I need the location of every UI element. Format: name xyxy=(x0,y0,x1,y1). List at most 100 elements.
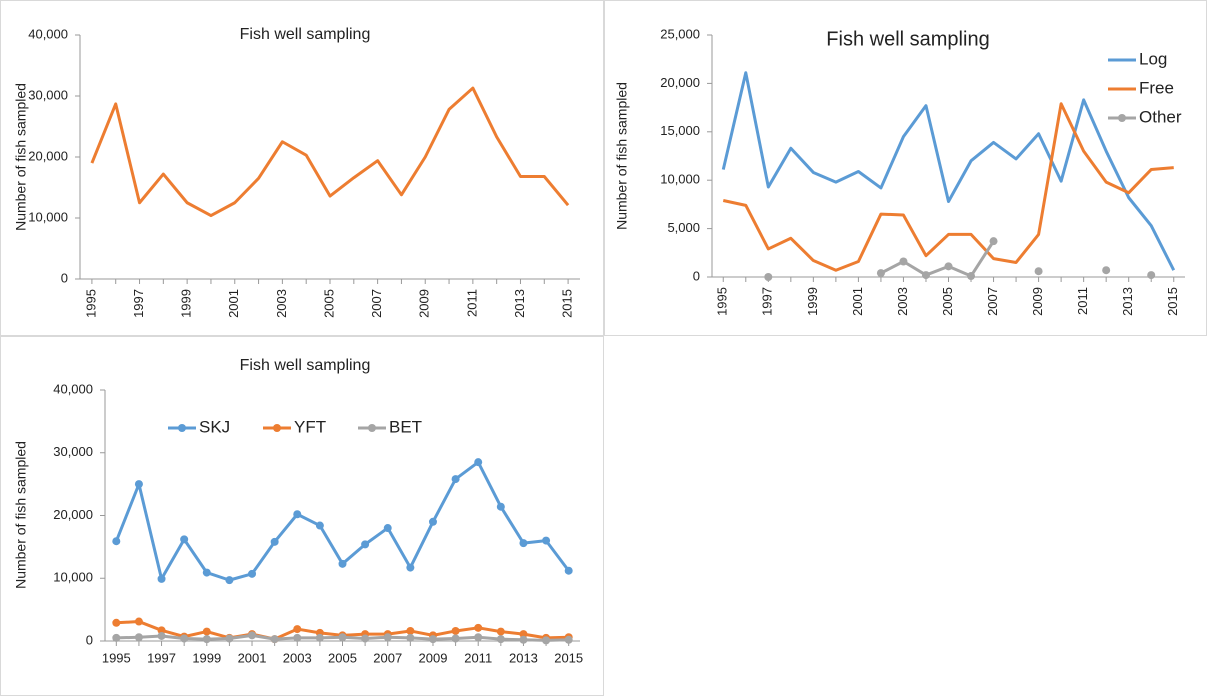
x-tick-label: 2005 xyxy=(321,289,336,318)
x-tick-label: 2011 xyxy=(464,289,479,317)
data-point xyxy=(876,269,885,278)
data-point xyxy=(383,524,392,533)
legend-marker xyxy=(273,424,281,432)
y-tick-label: 10,000 xyxy=(28,209,68,224)
data-point xyxy=(564,635,573,644)
data-point xyxy=(112,618,121,627)
x-tick-label: 2007 xyxy=(369,289,384,318)
y-tick-label: 25,000 xyxy=(660,26,700,41)
data-point xyxy=(451,634,460,643)
chart-title: Fish well sampling xyxy=(826,28,989,50)
data-point xyxy=(451,475,460,484)
x-tick-label: 2015 xyxy=(554,650,583,665)
y-axis-label: Number of fish sampled xyxy=(13,83,29,231)
y-tick-label: 5,000 xyxy=(667,220,700,235)
x-tick-label: 2007 xyxy=(373,650,402,665)
data-point xyxy=(383,633,392,642)
data-point xyxy=(519,630,528,639)
data-point xyxy=(112,633,121,642)
x-tick-label: 2011 xyxy=(464,650,492,665)
data-point xyxy=(270,635,279,644)
data-point xyxy=(157,574,166,583)
data-point xyxy=(519,635,528,644)
y-tick-label: 20,000 xyxy=(53,507,93,522)
data-point xyxy=(361,634,370,643)
legend-marker xyxy=(178,424,186,432)
data-point xyxy=(338,559,347,568)
x-tick-label: 2001 xyxy=(238,650,267,665)
x-tick-label: 2009 xyxy=(1030,287,1045,316)
data-point xyxy=(519,539,528,548)
x-tick-label: 1999 xyxy=(179,289,194,318)
series-line xyxy=(722,102,1174,272)
data-point xyxy=(542,536,551,545)
x-tick-label: 2001 xyxy=(850,287,865,316)
y-axis-label: Number of fish sampled xyxy=(13,441,29,589)
data-point xyxy=(451,626,460,635)
data-point xyxy=(496,635,505,644)
data-point xyxy=(542,636,551,645)
data-point xyxy=(293,625,302,634)
data-point xyxy=(225,634,234,643)
data-point xyxy=(157,626,166,635)
data-point xyxy=(428,635,437,644)
x-tick-label: 2009 xyxy=(417,289,432,318)
data-point xyxy=(134,633,143,642)
data-point xyxy=(428,517,437,526)
data-point xyxy=(921,271,930,280)
data-point xyxy=(989,237,998,246)
data-point xyxy=(361,540,370,549)
legend-label: YFT xyxy=(294,417,326,436)
chart-frame xyxy=(0,0,604,336)
chart-title: Fish well sampling xyxy=(240,26,371,43)
x-tick-label: 2005 xyxy=(328,650,357,665)
x-tick-label: 1995 xyxy=(102,650,131,665)
y-tick-label: 0 xyxy=(86,632,93,647)
data-point xyxy=(474,458,483,467)
series-line xyxy=(880,240,995,278)
data-point xyxy=(496,627,505,636)
legend-marker xyxy=(1118,114,1126,122)
data-point xyxy=(202,568,211,577)
y-tick-label: 20,000 xyxy=(660,75,700,90)
data-point xyxy=(134,617,143,626)
data-point xyxy=(248,631,257,640)
y-tick-label: 40,000 xyxy=(53,381,93,396)
data-point xyxy=(202,627,211,636)
y-tick-label: 20,000 xyxy=(28,148,68,163)
data-point xyxy=(496,502,505,511)
x-tick-label: 2013 xyxy=(512,289,527,318)
legend-label: Other xyxy=(1139,107,1182,126)
data-point xyxy=(338,633,347,642)
data-point xyxy=(406,633,415,642)
data-point xyxy=(967,272,976,281)
x-tick-label: 1995 xyxy=(715,287,730,316)
x-tick-label: 1997 xyxy=(147,650,176,665)
data-point xyxy=(293,510,302,519)
x-tick-label: 1997 xyxy=(760,287,775,316)
data-point xyxy=(180,634,189,643)
chart-frame xyxy=(604,0,1207,336)
y-tick-label: 30,000 xyxy=(28,87,68,102)
data-point xyxy=(944,262,953,271)
x-tick-label: 2009 xyxy=(419,650,448,665)
data-point xyxy=(157,631,166,640)
data-point xyxy=(1102,266,1111,275)
x-tick-label: 1995 xyxy=(83,289,98,318)
data-point xyxy=(134,480,143,489)
x-tick-label: 2011 xyxy=(1075,287,1090,315)
legend-label: Free xyxy=(1139,78,1174,97)
y-tick-label: 0 xyxy=(693,268,700,283)
data-point xyxy=(248,569,257,578)
data-point xyxy=(180,535,189,544)
x-tick-label: 2005 xyxy=(940,287,955,316)
x-tick-label: 2013 xyxy=(509,650,538,665)
data-point xyxy=(474,633,483,642)
series-line xyxy=(721,71,1176,271)
x-tick-label: 2015 xyxy=(560,289,575,318)
x-tick-label: 2003 xyxy=(895,287,910,316)
legend-label: SKJ xyxy=(199,417,230,436)
x-tick-label: 1997 xyxy=(131,289,146,318)
data-point xyxy=(315,521,324,530)
